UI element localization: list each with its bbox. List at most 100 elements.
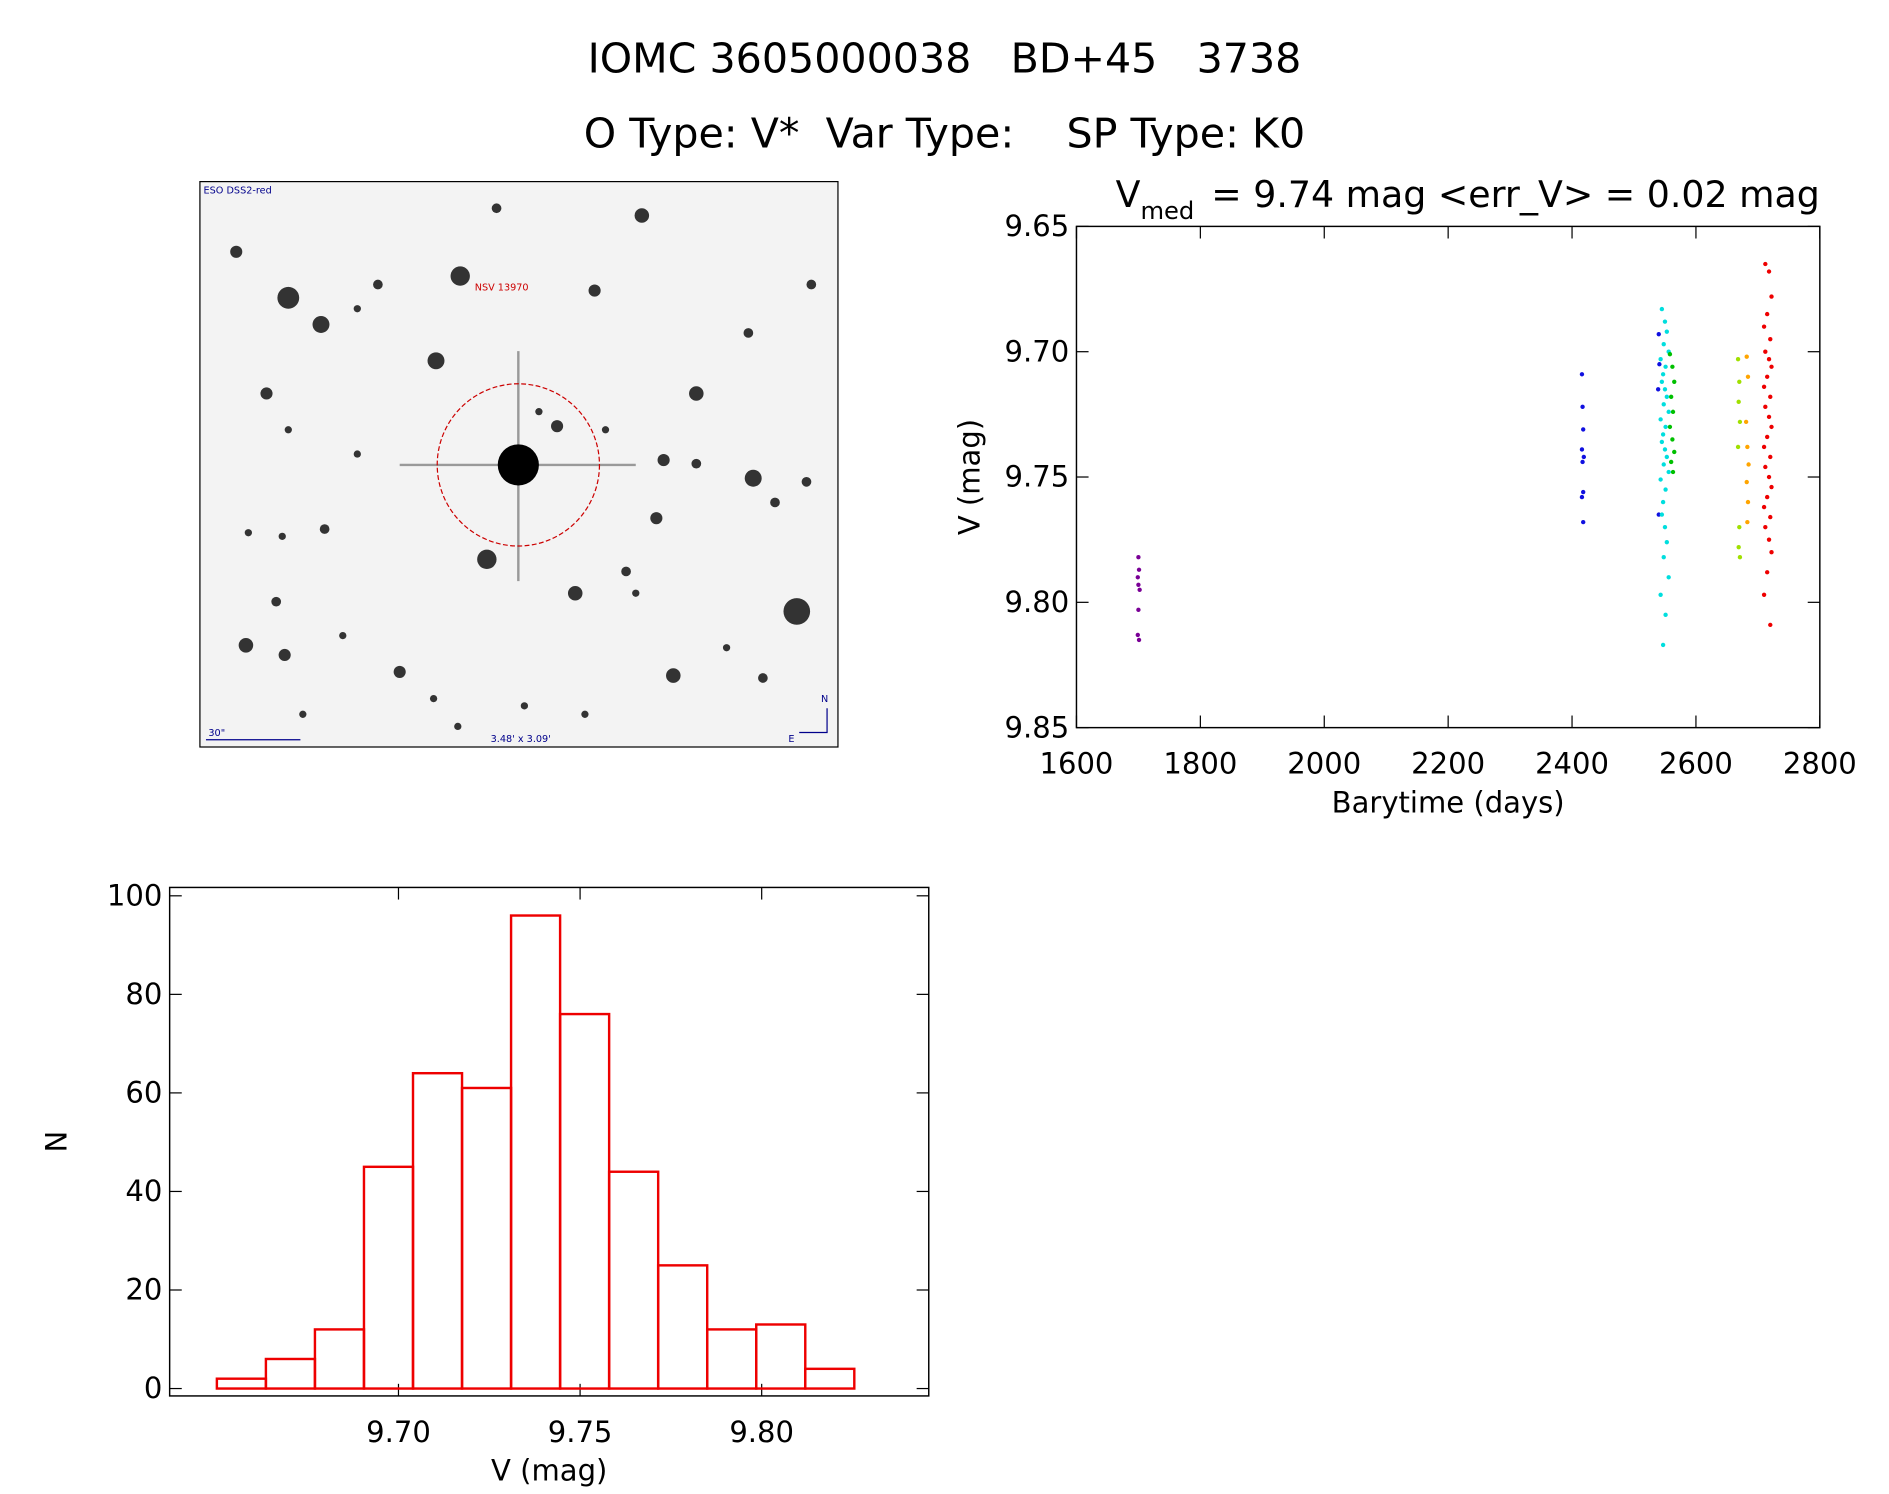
point (1768, 514, 1773, 520)
point (1763, 404, 1768, 410)
point (1766, 414, 1772, 420)
point (1662, 387, 1668, 392)
y-tick-label: 80 (125, 977, 162, 1011)
bar (804, 1367, 856, 1390)
point (1764, 570, 1770, 575)
star (271, 596, 282, 607)
star (744, 469, 762, 487)
point (1580, 404, 1585, 410)
star (278, 648, 291, 662)
point (1657, 362, 1662, 367)
y-tick-label: 9.80 (1005, 585, 1070, 619)
star (567, 585, 583, 601)
point (1666, 409, 1671, 415)
point (1136, 607, 1141, 613)
point (1581, 427, 1586, 432)
point (1656, 331, 1661, 337)
point (1768, 394, 1773, 399)
point (1135, 575, 1140, 580)
point (1763, 349, 1768, 354)
y-tick-label: 9.70 (1005, 334, 1070, 368)
point (1769, 550, 1774, 555)
point (1735, 357, 1741, 362)
point (1769, 424, 1774, 430)
point (1736, 399, 1741, 405)
point (1744, 479, 1749, 485)
point (1660, 499, 1666, 505)
star (689, 386, 704, 401)
point (1662, 524, 1668, 530)
point (1764, 434, 1770, 440)
plot-frame (168, 886, 930, 1397)
title-part: = 9.74 mag <err_V> = 0.02 mag (1211, 173, 1820, 216)
point (1658, 477, 1663, 482)
star (491, 203, 502, 214)
y-tick-label: 40 (125, 1174, 162, 1208)
bar (215, 1377, 268, 1390)
point (1137, 587, 1142, 592)
star (806, 279, 817, 290)
point (1737, 555, 1743, 560)
point (1661, 555, 1666, 560)
star (450, 266, 470, 286)
star (783, 598, 811, 625)
field-size-label: 3.48' x 3.09' (491, 734, 551, 745)
star (353, 305, 361, 313)
title-part: med (1140, 197, 1194, 225)
survey-label: ESO DSS2-red (204, 186, 272, 197)
target-circle (436, 383, 601, 547)
point (1761, 504, 1767, 510)
east-label: E (788, 734, 794, 745)
point (1761, 592, 1767, 597)
star (278, 532, 286, 540)
point (1763, 261, 1768, 267)
star (299, 710, 307, 718)
title-part: V (1116, 173, 1141, 216)
x-tick-label: 2400 (1535, 747, 1609, 781)
point (1136, 567, 1142, 572)
point (1768, 454, 1773, 460)
point (1737, 524, 1742, 530)
point (1746, 462, 1751, 467)
point (1769, 364, 1774, 369)
point (1745, 444, 1750, 450)
star (393, 665, 406, 678)
point (1581, 519, 1586, 525)
point (1766, 537, 1772, 542)
star (427, 352, 445, 370)
point (1663, 424, 1668, 430)
point (1735, 444, 1741, 450)
point (1670, 364, 1675, 369)
point (1670, 437, 1675, 442)
point (1745, 499, 1751, 505)
star (722, 644, 731, 652)
star (551, 420, 564, 433)
point (1743, 419, 1749, 425)
point (1761, 384, 1767, 389)
point (1659, 379, 1665, 384)
star (801, 477, 812, 487)
bar (755, 1323, 807, 1390)
scale-bar-label: 30" (208, 728, 225, 739)
x-tick-label: 9.70 (366, 1415, 431, 1449)
point (1761, 444, 1767, 450)
point (1664, 454, 1670, 460)
point (1660, 642, 1666, 648)
star (319, 524, 330, 534)
point (1672, 449, 1677, 455)
point (1659, 512, 1665, 517)
point (1659, 439, 1665, 445)
point (1658, 357, 1663, 362)
point (1764, 494, 1770, 500)
x-tick-label: 1800 (1163, 747, 1237, 781)
star (743, 328, 754, 338)
point (1670, 409, 1676, 415)
bar (558, 1012, 611, 1390)
star (373, 279, 383, 290)
bar (607, 1170, 660, 1390)
point (1668, 394, 1674, 399)
x-tick-label: 2600 (1659, 747, 1733, 781)
point (1769, 484, 1774, 490)
star (581, 710, 589, 718)
star (758, 673, 768, 683)
